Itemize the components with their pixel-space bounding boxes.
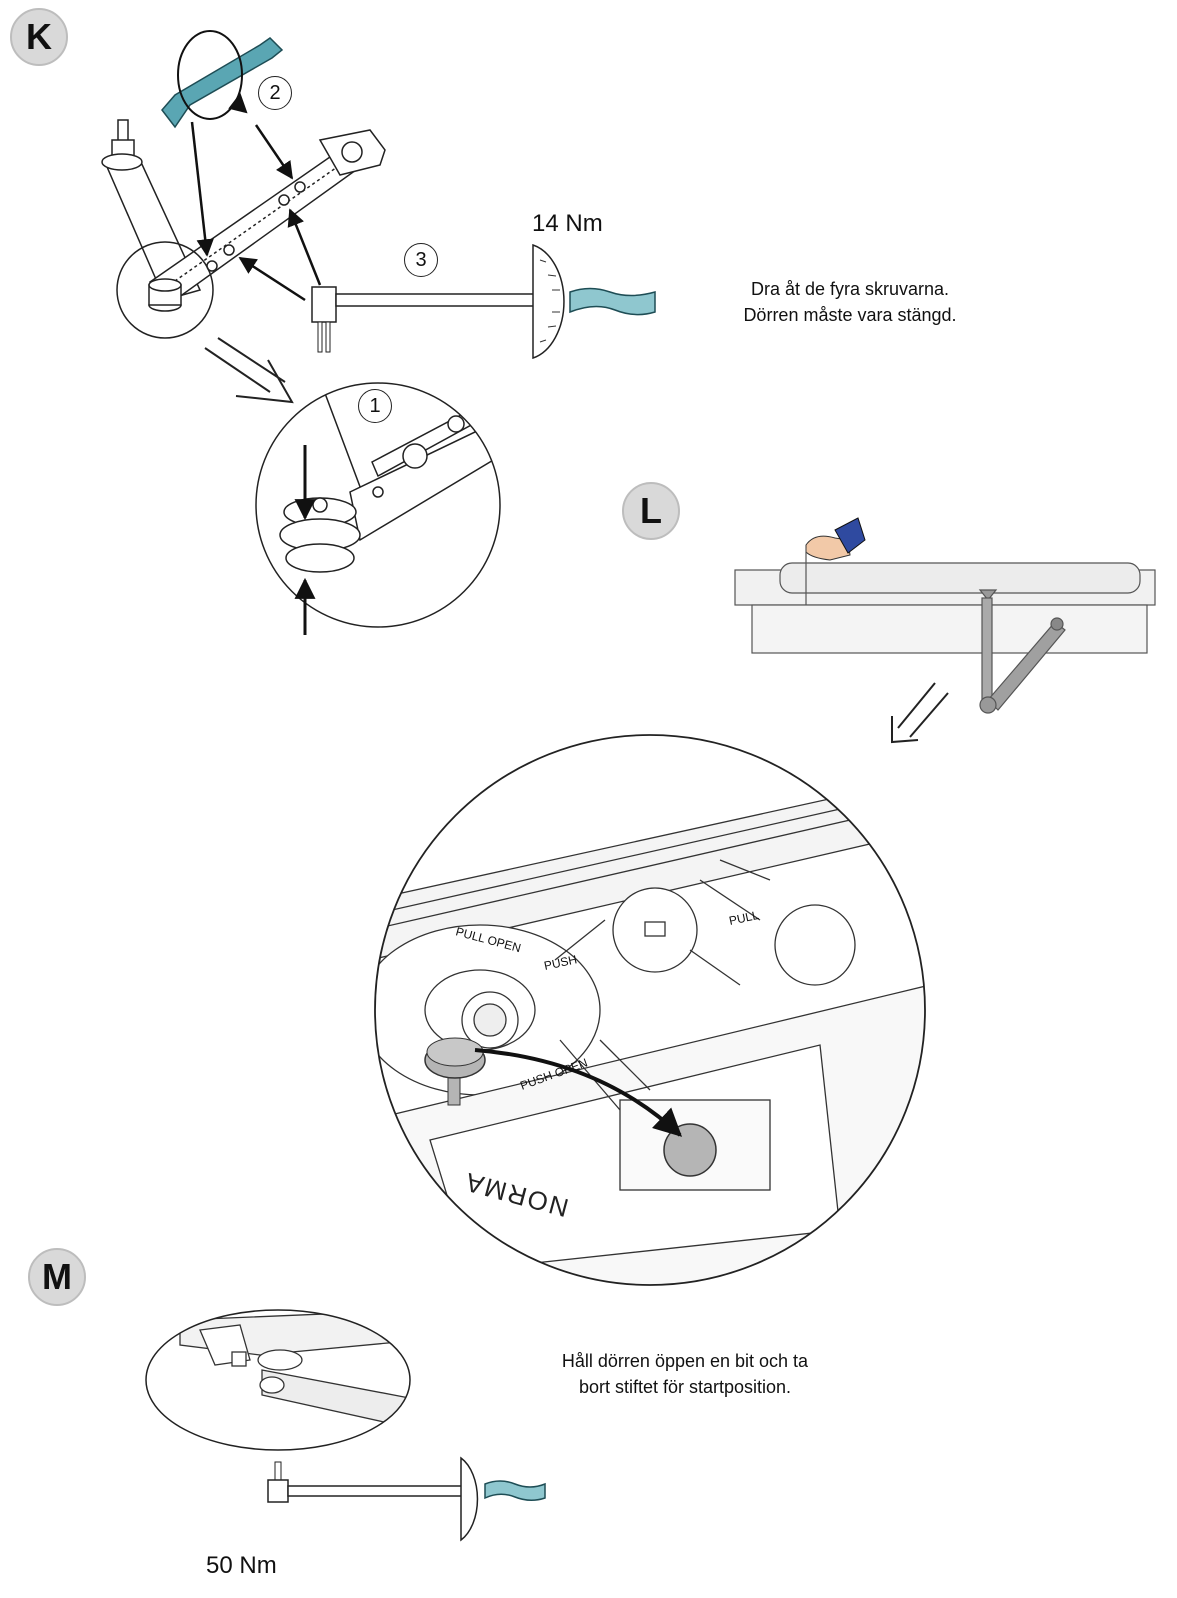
section-m-illustration — [145, 1309, 546, 1542]
torque-label-k: 14 Nm — [532, 210, 603, 237]
caption-m-line2: bort stiftet för startposition. — [578, 1377, 792, 1397]
hex-key-icon — [161, 37, 284, 129]
section-badge-l: L — [622, 482, 680, 540]
section-badge-m: M — [28, 1248, 86, 1306]
caption-m: Håll dörren öppen en bit och ta bort sti… — [520, 1348, 850, 1400]
hand-icon — [805, 517, 866, 605]
step-number-1: 1 — [358, 389, 392, 423]
torque-label-m: 50 Nm — [206, 1552, 277, 1579]
zoom-circle-detail — [255, 382, 501, 628]
step-number-3: 3 — [404, 243, 438, 277]
stamp-push: PUSH — [543, 952, 579, 973]
zoom-circle-large — [374, 734, 926, 1286]
step-number-2: 2 — [258, 76, 292, 110]
slide-rail-arm — [148, 129, 386, 307]
direction-arrow-icon — [204, 337, 294, 404]
caption-k-line1: Dra åt de fyra skruvarna. — [750, 279, 950, 299]
direction-arrow-icon — [891, 682, 949, 744]
section-badge-k: K — [10, 8, 68, 66]
zoom-circle-small — [116, 241, 214, 339]
pointer-arrows — [190, 121, 322, 302]
torque-wrench-icon — [311, 243, 656, 360]
caption-m-line1: Håll dörren öppen en bit och ta — [561, 1351, 809, 1371]
stamp-pull: PULL — [728, 908, 761, 928]
release-pin — [424, 1037, 717, 1177]
rotate-arrow-icon — [177, 30, 248, 120]
caption-k: Dra åt de fyra skruvarna. Dörren måste v… — [700, 276, 1000, 328]
caption-k-line2: Dörren måste vara stängd. — [743, 305, 957, 325]
section-k-illustration — [101, 30, 656, 635]
torque-wrench-icon — [267, 1456, 546, 1542]
section-l-illustration: PULL OPEN PUSH PULL PUSH OPEN NORMA — [374, 517, 1156, 1286]
zoom-ellipse-m — [145, 1309, 411, 1451]
